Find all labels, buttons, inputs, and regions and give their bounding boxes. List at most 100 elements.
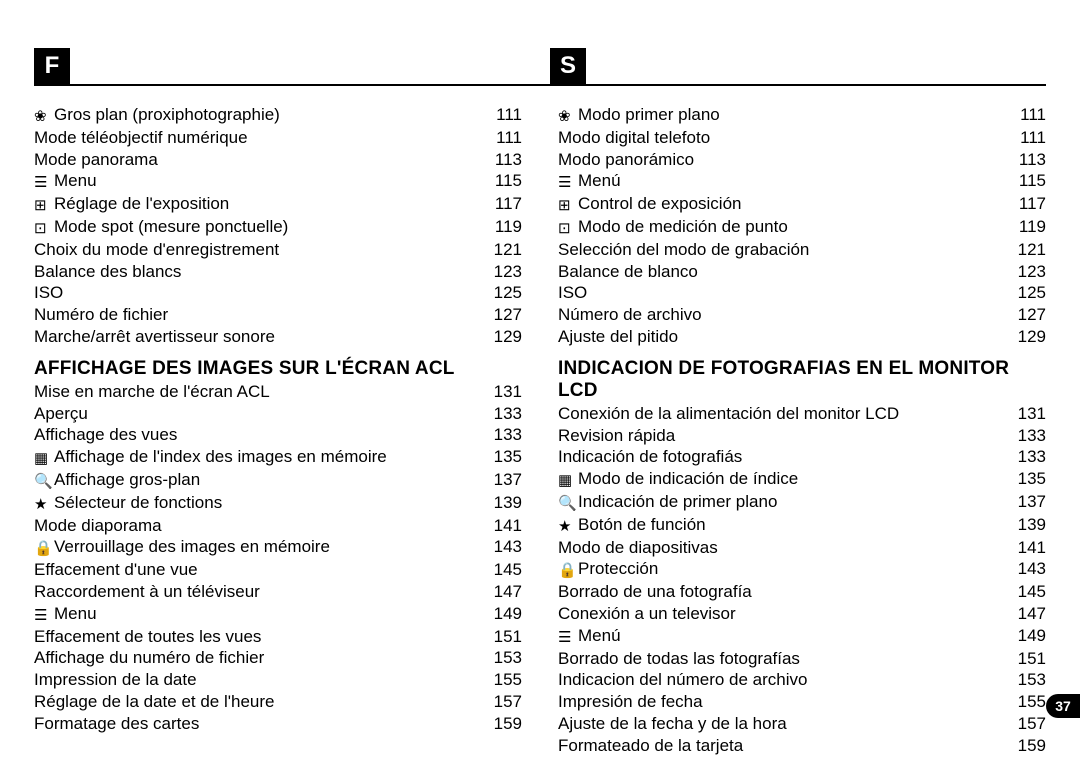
toc-page-number: 153 — [494, 647, 522, 669]
toc-row: Modo de diapositivas141 — [558, 537, 1046, 559]
toc-page-number: 123 — [494, 261, 522, 283]
toc-page-number: 149 — [494, 603, 522, 625]
toc-page-number: 143 — [494, 536, 522, 558]
toc-label: ★Sélecteur de fonctions — [34, 492, 222, 515]
toc-text: Protección — [578, 558, 658, 580]
toc-row: Mise en marche de l'écran ACL131 — [34, 381, 522, 403]
toc-page-number: 159 — [494, 713, 522, 735]
toc-page-number: 143 — [1018, 558, 1046, 580]
toc-text: Menú — [578, 625, 621, 647]
toc-page-number: 149 — [1018, 625, 1046, 647]
toc-label: Ajuste del pitido — [558, 326, 678, 348]
toc-text: Selección del modo de grabación — [558, 239, 809, 261]
toc-page-number: 137 — [1018, 491, 1046, 513]
toc-page-number: 133 — [1018, 425, 1046, 447]
toc-row: Affichage du numéro de fichier153 — [34, 647, 522, 669]
toc-text: Indicación de fotografiás — [558, 446, 742, 468]
toc-text: Affichage de l'index des images en mémoi… — [54, 446, 387, 468]
toc-text: Mise en marche de l'écran ACL — [34, 381, 270, 403]
page-number-tab: 37 — [1046, 694, 1080, 718]
toc-label: ❀Modo primer plano — [558, 104, 720, 127]
toc-page-number: 127 — [1018, 304, 1046, 326]
toc-page-number: 111 — [1020, 127, 1046, 149]
toc-text: Verrouillage des images en mémoire — [54, 536, 330, 558]
toc-row: Número de archivo127 — [558, 304, 1046, 326]
toc-page-number: 141 — [494, 515, 522, 537]
toc-page-number: 147 — [1018, 603, 1046, 625]
toc-row: 🔍Indicación de primer plano 137 — [558, 491, 1046, 514]
toc-page-number: 151 — [1018, 648, 1046, 670]
toc-page-number: 115 — [1019, 170, 1046, 192]
toc-row: Indicación de fotografiás133 — [558, 446, 1046, 468]
toc-text: ISO — [34, 282, 63, 304]
toc-text: Effacement de toutes les vues — [34, 626, 261, 648]
toc-page-number: 119 — [1019, 216, 1046, 238]
language-badge-s: S — [550, 48, 586, 84]
toc-label: Balance de blanco — [558, 261, 698, 283]
toc-row: Selección del modo de grabación 121 — [558, 239, 1046, 261]
toc-row: Modo digital telefoto 111 — [558, 127, 1046, 149]
toc-page-number: 133 — [494, 424, 522, 446]
toc-label: ❀Gros plan (proxiphotographie) — [34, 104, 280, 127]
toc-text: Mode diaporama — [34, 515, 162, 537]
toc-label: Modo digital telefoto — [558, 127, 710, 149]
toc-label: ☰Menu — [34, 603, 97, 626]
toc-row: Aperçu133 — [34, 403, 522, 425]
menu-icon: ☰ — [558, 172, 578, 194]
toc-row: ▦Modo de indicación de índice135 — [558, 468, 1046, 491]
toc-text: Menu — [54, 603, 97, 625]
toc-text: Control de exposición — [578, 193, 741, 215]
toc-page-number: 113 — [1019, 149, 1046, 171]
toc-page-number: 123 — [1018, 261, 1046, 283]
toc-label: ISO — [34, 282, 63, 304]
toc-page-number: 153 — [1018, 669, 1046, 691]
toc-row: ☰Menú 149 — [558, 625, 1046, 648]
toc-row: Balance des blancs 123 — [34, 261, 522, 283]
toc-text: Borrado de una fotografía — [558, 581, 752, 603]
toc-label: ⊞Control de exposición — [558, 193, 741, 216]
toc-row: Modo panorámico 113 — [558, 149, 1046, 171]
manual-page: F S ❀Gros plan (proxiphotographie)111Mod… — [0, 0, 1080, 765]
section-heading: AFFICHAGE DES IMAGES SUR L'ÉCRAN ACL — [34, 358, 522, 380]
toc-text: Numéro de fichier — [34, 304, 168, 326]
toc-page-number: 129 — [494, 326, 522, 348]
toc-text: Impression de la date — [34, 669, 197, 691]
toc-label: Effacement d'une vue — [34, 559, 198, 581]
toc-column-spanish: ❀Modo primer plano111Modo digital telefo… — [558, 104, 1046, 747]
toc-row: Marche/arrêt avertisseur sonore 129 — [34, 326, 522, 348]
toc-row: 🔒Verrouillage des images en mémoire143 — [34, 536, 522, 559]
toc-page-number: 111 — [496, 104, 522, 126]
toc-text: Menu — [54, 170, 97, 192]
toc-text: Marche/arrêt avertisseur sonore — [34, 326, 275, 348]
toc-row: Indicacion del número de archivo153 — [558, 669, 1046, 691]
toc-label: Balance des blancs — [34, 261, 181, 283]
toc-row: ★Botón de función139 — [558, 514, 1046, 537]
toc-page-number: 139 — [1018, 514, 1046, 536]
toc-label: Réglage de la date et de l'heure — [34, 691, 274, 713]
toc-label: Mode panorama — [34, 149, 158, 171]
toc-page-number: 151 — [494, 626, 522, 648]
toc-label: ⊡Mode spot (mesure ponctuelle) — [34, 216, 288, 239]
toc-label: 🔒Protección — [558, 558, 658, 581]
toc-row: Formatage des cartes159 — [34, 713, 522, 735]
toc-page-number: 155 — [494, 669, 522, 691]
toc-text: Modo panorámico — [558, 149, 694, 171]
toc-label: ▦Affichage de l'index des images en mémo… — [34, 446, 387, 469]
toc-label: Modo de diapositivas — [558, 537, 718, 559]
toc-row: Réglage de la date et de l'heure157 — [34, 691, 522, 713]
toc-text: Mode spot (mesure ponctuelle) — [54, 216, 288, 238]
toc-row: ▦Affichage de l'index des images en mémo… — [34, 446, 522, 469]
toc-row: ★Sélecteur de fonctions139 — [34, 492, 522, 515]
toc-page-number: 117 — [495, 193, 522, 215]
toc-text: Affichage des vues — [34, 424, 177, 446]
toc-row: 🔒Protección 143 — [558, 558, 1046, 581]
toc-page-number: 135 — [494, 446, 522, 468]
toc-page-number: 121 — [1018, 239, 1046, 261]
toc-row: Conexión de la alimentación del monitor … — [558, 403, 1046, 425]
closeup-icon: 🔍 — [558, 493, 578, 515]
menu-icon: ☰ — [558, 627, 578, 649]
toc-row: Affichage des vues 133 — [34, 424, 522, 446]
toc-label: 🔍Indicación de primer plano — [558, 491, 777, 514]
toc-text: Indicación de primer plano — [578, 491, 777, 513]
toc-row: Conexión a un televisor147 — [558, 603, 1046, 625]
